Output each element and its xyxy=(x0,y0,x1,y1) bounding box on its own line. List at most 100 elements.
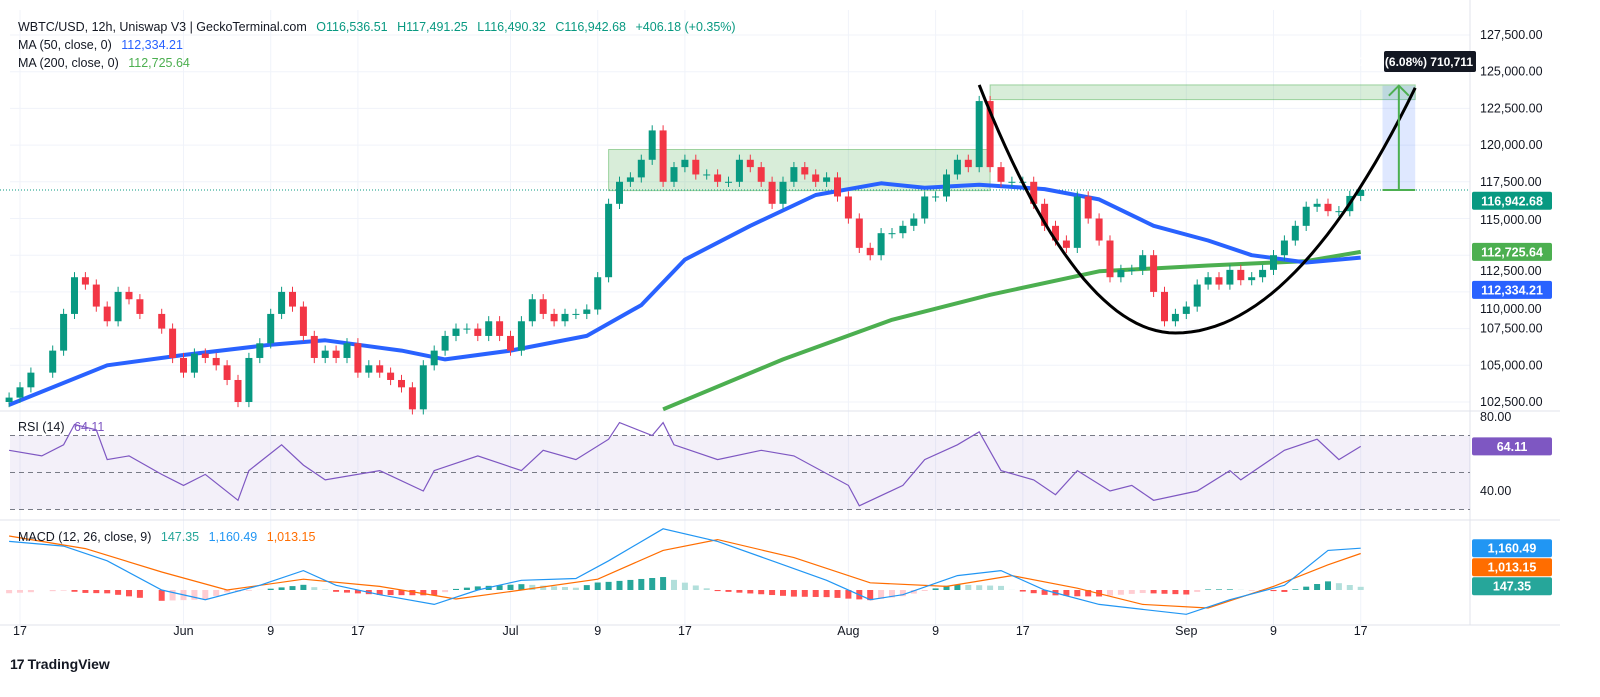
macd-hist-bar xyxy=(965,584,972,590)
ohlc-low: L116,490.32 xyxy=(477,20,546,34)
candle xyxy=(1150,250,1158,298)
macd-hist-bar xyxy=(736,590,743,593)
ma50-line xyxy=(8,181,1361,407)
ma50-value: 112,334.21 xyxy=(121,38,183,52)
macd-label: MACD (12, 26, close, 9) xyxy=(18,530,152,544)
candle xyxy=(419,360,427,415)
macd-hist-badge: 147.35 xyxy=(1493,580,1531,594)
macd-hist-bar xyxy=(1139,590,1146,594)
candle xyxy=(1324,198,1332,217)
candle-body xyxy=(888,233,896,235)
macd-hist-bar xyxy=(889,590,895,598)
candle-body xyxy=(768,181,776,204)
candle xyxy=(92,279,100,312)
candle-body xyxy=(354,343,362,373)
candle xyxy=(670,161,678,187)
ma50-legend[interactable]: MA (50, close, 0) 112,334.21 xyxy=(18,38,189,52)
time-tick-label: Jun xyxy=(173,624,193,638)
macd-hist-bar xyxy=(1172,590,1179,595)
macd-signal-value: 1,013.15 xyxy=(266,530,316,544)
rsi-badge: 64.11 xyxy=(1497,440,1528,454)
time-tick-label: Sep xyxy=(1175,624,1197,638)
candle-body xyxy=(310,335,318,358)
candle xyxy=(245,352,253,408)
macd-signal-badge-bg xyxy=(1472,558,1552,577)
candle xyxy=(1313,198,1321,212)
macd-badge-bg xyxy=(1472,539,1552,558)
candle xyxy=(223,360,231,386)
macd-line-value: 1,160.49 xyxy=(208,530,258,544)
candle-body xyxy=(452,328,460,336)
ma200-legend[interactable]: MA (200, close, 0) 112,725.64 xyxy=(18,56,196,70)
candle xyxy=(1139,250,1147,276)
candle xyxy=(103,301,111,327)
candle-body xyxy=(223,365,231,380)
candle xyxy=(1117,264,1125,283)
macd-hist-bar xyxy=(801,590,808,597)
macd-hist-bar xyxy=(1063,590,1070,596)
candle-body xyxy=(921,196,929,219)
macd-hist-bar xyxy=(987,585,994,590)
macd-hist-bar xyxy=(202,590,209,600)
macd-hist-bar xyxy=(474,586,481,590)
macd-hist-bar xyxy=(1270,590,1277,592)
ma200-badge: 112,725.64 xyxy=(1481,245,1543,259)
macd-hist-bar xyxy=(82,590,89,593)
macd-hist-bar xyxy=(191,590,198,600)
macd-hist-bar xyxy=(921,590,928,592)
candle xyxy=(5,392,13,408)
macd-hist-bar xyxy=(867,590,874,601)
candle xyxy=(234,374,242,408)
ma50-badge: 112,334.21 xyxy=(1481,283,1543,297)
macd-hist-bar xyxy=(605,581,612,590)
time-tick-label: 17 xyxy=(1016,624,1030,638)
candle-body xyxy=(681,159,689,168)
candle-body xyxy=(703,174,711,176)
ohlc-open: O116,536.51 xyxy=(316,20,388,34)
candle xyxy=(1084,191,1092,224)
price-tick-label: 122,500.00 xyxy=(1480,101,1543,115)
price-tick-label: 120,000.00 xyxy=(1480,138,1543,152)
rsi-legend[interactable]: RSI (14) 64.11 xyxy=(18,420,110,434)
macd-hist-bar xyxy=(649,578,656,590)
rsi-line xyxy=(8,421,1362,507)
candle xyxy=(953,154,961,180)
macd-hist-bar xyxy=(692,585,699,590)
time-tick-label: Aug xyxy=(837,624,859,638)
time-tick-label: 17 xyxy=(678,624,692,638)
candle xyxy=(354,338,362,378)
macd-hist-bar xyxy=(638,578,645,590)
candle xyxy=(430,345,438,371)
candle-body xyxy=(419,365,427,410)
macd-hist-bar xyxy=(660,577,667,590)
macd-hist-bar xyxy=(878,590,885,599)
candle-body xyxy=(136,299,144,314)
candle-body xyxy=(441,335,449,351)
candle xyxy=(441,330,449,356)
candle xyxy=(158,308,166,334)
candle-body xyxy=(594,277,602,310)
tradingview-brand[interactable]: 17 TradingView xyxy=(10,656,110,672)
macd-legend[interactable]: MACD (12, 26, close, 9) 147.35 1,160.49 … xyxy=(18,530,321,544)
time-tick-label: 9 xyxy=(932,624,939,638)
candle xyxy=(626,172,634,187)
candle xyxy=(812,169,820,187)
macd-hist-bar xyxy=(1117,590,1124,595)
macd-hist-bar xyxy=(562,587,568,590)
candle xyxy=(921,191,929,224)
macd-hist-bar xyxy=(910,590,917,594)
macd-hist-bar xyxy=(27,590,34,593)
candle xyxy=(474,323,482,342)
candle-body xyxy=(801,167,809,175)
candle xyxy=(1095,213,1103,246)
macd-hist-bar xyxy=(398,590,405,596)
candle-body xyxy=(670,167,678,182)
macd-hist-bar xyxy=(671,579,677,590)
macd-hist-bar xyxy=(976,585,983,590)
macd-hist-bar xyxy=(409,590,416,596)
candle xyxy=(975,95,983,173)
candle-body xyxy=(561,313,569,322)
candle xyxy=(735,154,743,187)
macd-hist-bar xyxy=(1161,590,1168,594)
